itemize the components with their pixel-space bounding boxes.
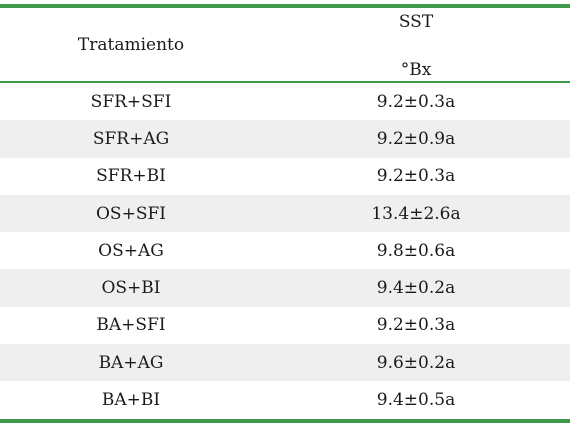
header-sst: SST	[398, 12, 434, 32]
table-row: BA+BI 9.4±0.5a	[0, 381, 570, 418]
table-row: BA+SFI 9.2±0.3a	[0, 307, 570, 344]
value-cell: 9.2±0.3a	[376, 315, 456, 336]
treatment-cell: SFR+BI	[96, 166, 166, 187]
treatment-cell: BA+SFI	[96, 315, 166, 336]
header-treatment: Tratamiento	[77, 34, 185, 55]
value-cell: 9.2±0.3a	[376, 91, 456, 112]
value-cell: 9.4±0.5a	[376, 390, 456, 411]
value-cell: 9.8±0.6a	[376, 240, 456, 261]
table-row: SFR+BI 9.2±0.3a	[0, 158, 570, 195]
table-row: OS+AG 9.8±0.6a	[0, 232, 570, 269]
treatment-cell: OS+AG	[98, 240, 164, 261]
value-cell: 9.4±0.2a	[376, 278, 456, 299]
top-rule	[0, 4, 570, 8]
bottom-rule	[0, 419, 570, 423]
table-row: OS+SFI 13.4±2.6a	[0, 194, 570, 233]
table-row: SFR+SFI 9.2±0.3a	[0, 83, 570, 120]
treatment-cell: SFR+AG	[92, 128, 170, 149]
treatment-cell: SFR+SFI	[90, 91, 172, 112]
value-cell: 9.2±0.3a	[376, 166, 456, 187]
treatment-cell: BA+BI	[101, 390, 161, 411]
value-cell: 13.4±2.6a	[371, 203, 461, 224]
header-unit: °Bx	[400, 60, 432, 80]
table-row: SFR+AG 9.2±0.9a	[0, 120, 570, 158]
header-rule	[0, 81, 570, 83]
treatment-cell: OS+SFI	[96, 203, 166, 224]
value-cell: 9.6±0.2a	[376, 352, 456, 373]
treatment-cell: OS+BI	[101, 278, 161, 299]
treatment-cell: BA+AG	[98, 352, 164, 373]
table-row: BA+AG 9.6±0.2a	[0, 344, 570, 382]
value-cell: 9.2±0.9a	[376, 128, 456, 149]
table-row: OS+BI 9.4±0.2a	[0, 269, 570, 307]
table-body: SFR+SFI 9.2±0.3a SFR+AG 9.2±0.9a SFR+BI …	[0, 83, 570, 419]
